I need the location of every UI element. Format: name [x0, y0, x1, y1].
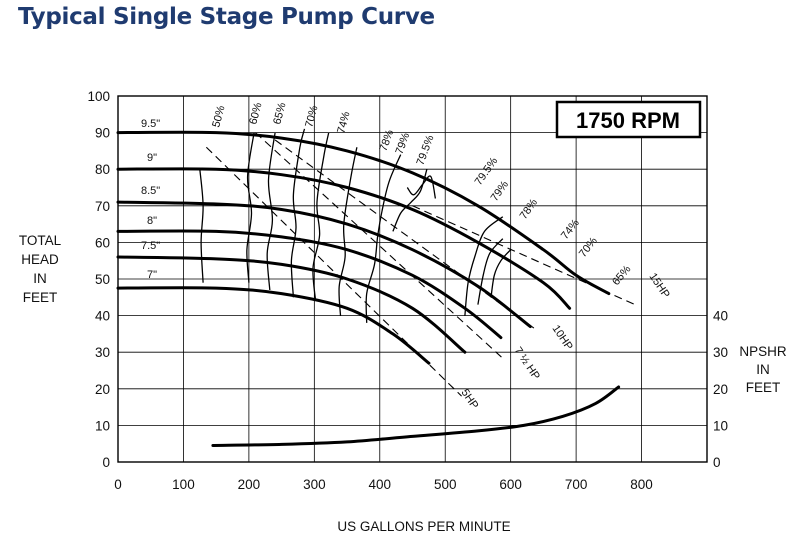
efficiency-contour [477, 238, 504, 305]
impeller-label-8-5: 8.5" [141, 185, 160, 197]
y-tick-label: 10 [95, 418, 110, 433]
efficiency-contour [199, 169, 204, 283]
x-tick-label: 100 [172, 477, 195, 492]
y2-tick-label: 40 [713, 309, 728, 324]
impeller-curve [116, 255, 467, 354]
hp-label-7-5: 7 ½ HP [512, 345, 542, 382]
y-tick-label: 40 [95, 309, 110, 324]
impeller-curve [116, 167, 572, 310]
y-axis-label-line-2: HEAD [21, 252, 59, 267]
y-tick-label: 100 [87, 89, 110, 104]
impeller-label-9-5: 9.5" [141, 118, 160, 130]
y2-tick-label: 10 [713, 418, 728, 433]
eff-label-74: 74% [335, 110, 352, 135]
x-tick-label: 200 [238, 477, 261, 492]
y-tick-label: 0 [102, 455, 110, 470]
plot-frame [117, 95, 708, 463]
eff-label-70-right: 70% [577, 235, 600, 260]
hp-line [274, 139, 538, 331]
y-tick-label: 70 [95, 199, 110, 214]
x-tick-label: 300 [303, 477, 326, 492]
impeller-curve [116, 200, 532, 329]
hp-line [255, 132, 505, 360]
eff-label-79-top: 79% [394, 131, 413, 156]
efficiency-contour [266, 132, 276, 291]
efficiency-contour [464, 216, 504, 316]
eff-label-70: 70% [303, 104, 320, 129]
hp-label-15: 15HP [647, 271, 672, 301]
y-axis-label-line-4: FEET [23, 290, 58, 305]
eff-label-79-5-top: 79.5% [415, 133, 437, 167]
y2-axis-label-line-3: FEET [746, 380, 781, 395]
axis-ticks: 0 100 200 300 400 500 600 700 800010203040506070… [87, 89, 728, 492]
y2-tick-label: 30 [713, 345, 728, 360]
impeller-curve [116, 130, 611, 296]
y-tick-label: 30 [95, 345, 110, 360]
eff-label-65-right: 65% [610, 263, 633, 288]
impeller-label-8: 8" [147, 215, 157, 227]
eff-label-60: 60% [247, 101, 264, 126]
eff-label-78-right: 78% [518, 197, 541, 222]
rpm-badge-box [555, 100, 702, 139]
impeller-curve [116, 286, 431, 365]
x-tick-label: 700 [565, 477, 588, 492]
x-tick-label: 400 [369, 477, 392, 492]
impeller-curves [116, 130, 611, 365]
y-tick-label: 50 [95, 272, 110, 287]
y-tick-label: 20 [95, 382, 110, 397]
hp-line [205, 146, 462, 397]
y-axis-label-line-3: IN [33, 271, 47, 286]
npshr-line [211, 385, 621, 447]
x-tick-label: 500 [434, 477, 457, 492]
eff-label-79-right: 79% [489, 179, 512, 204]
y2-tick-label: 0 [713, 455, 721, 470]
x-tick-label: 800 [630, 477, 653, 492]
page-title: Typical Single Stage Pump Curve [18, 4, 435, 30]
x-axis-label: US GALLONS PER MINUTE [337, 519, 510, 534]
y2-axis-label-line-1: NPSHR [739, 344, 787, 359]
y-axis-label-line-1: TOTAL [19, 233, 62, 248]
impeller-label-7-5: 7.5" [141, 240, 160, 252]
y2-axis-label-line-2: IN [756, 362, 770, 377]
y-tick-label: 80 [95, 162, 110, 177]
eff-label-65: 65% [271, 101, 288, 126]
rpm-badge: 1750 RPM [576, 108, 680, 133]
efficiency-contour [338, 147, 358, 316]
y-tick-label: 60 [95, 235, 110, 250]
hp-label-10: 10HP [550, 323, 575, 353]
eff-label-74-right: 74% [559, 217, 582, 242]
impeller-label-9: 9" [147, 152, 157, 164]
impeller-label-7: 7" [147, 269, 157, 281]
hp-label-5: 5HP [459, 387, 481, 411]
y2-tick-label: 20 [713, 382, 728, 397]
eff-label-79-5-right: 79.5% [473, 155, 501, 188]
efficiency-contour [490, 249, 512, 298]
eff-label-50: 50% [210, 104, 227, 129]
impeller-curve [116, 229, 503, 340]
x-tick-label: 600 [499, 477, 522, 492]
x-tick-label: 0 [114, 477, 122, 492]
npshr-curve [211, 385, 621, 447]
y-tick-label: 90 [95, 126, 110, 141]
